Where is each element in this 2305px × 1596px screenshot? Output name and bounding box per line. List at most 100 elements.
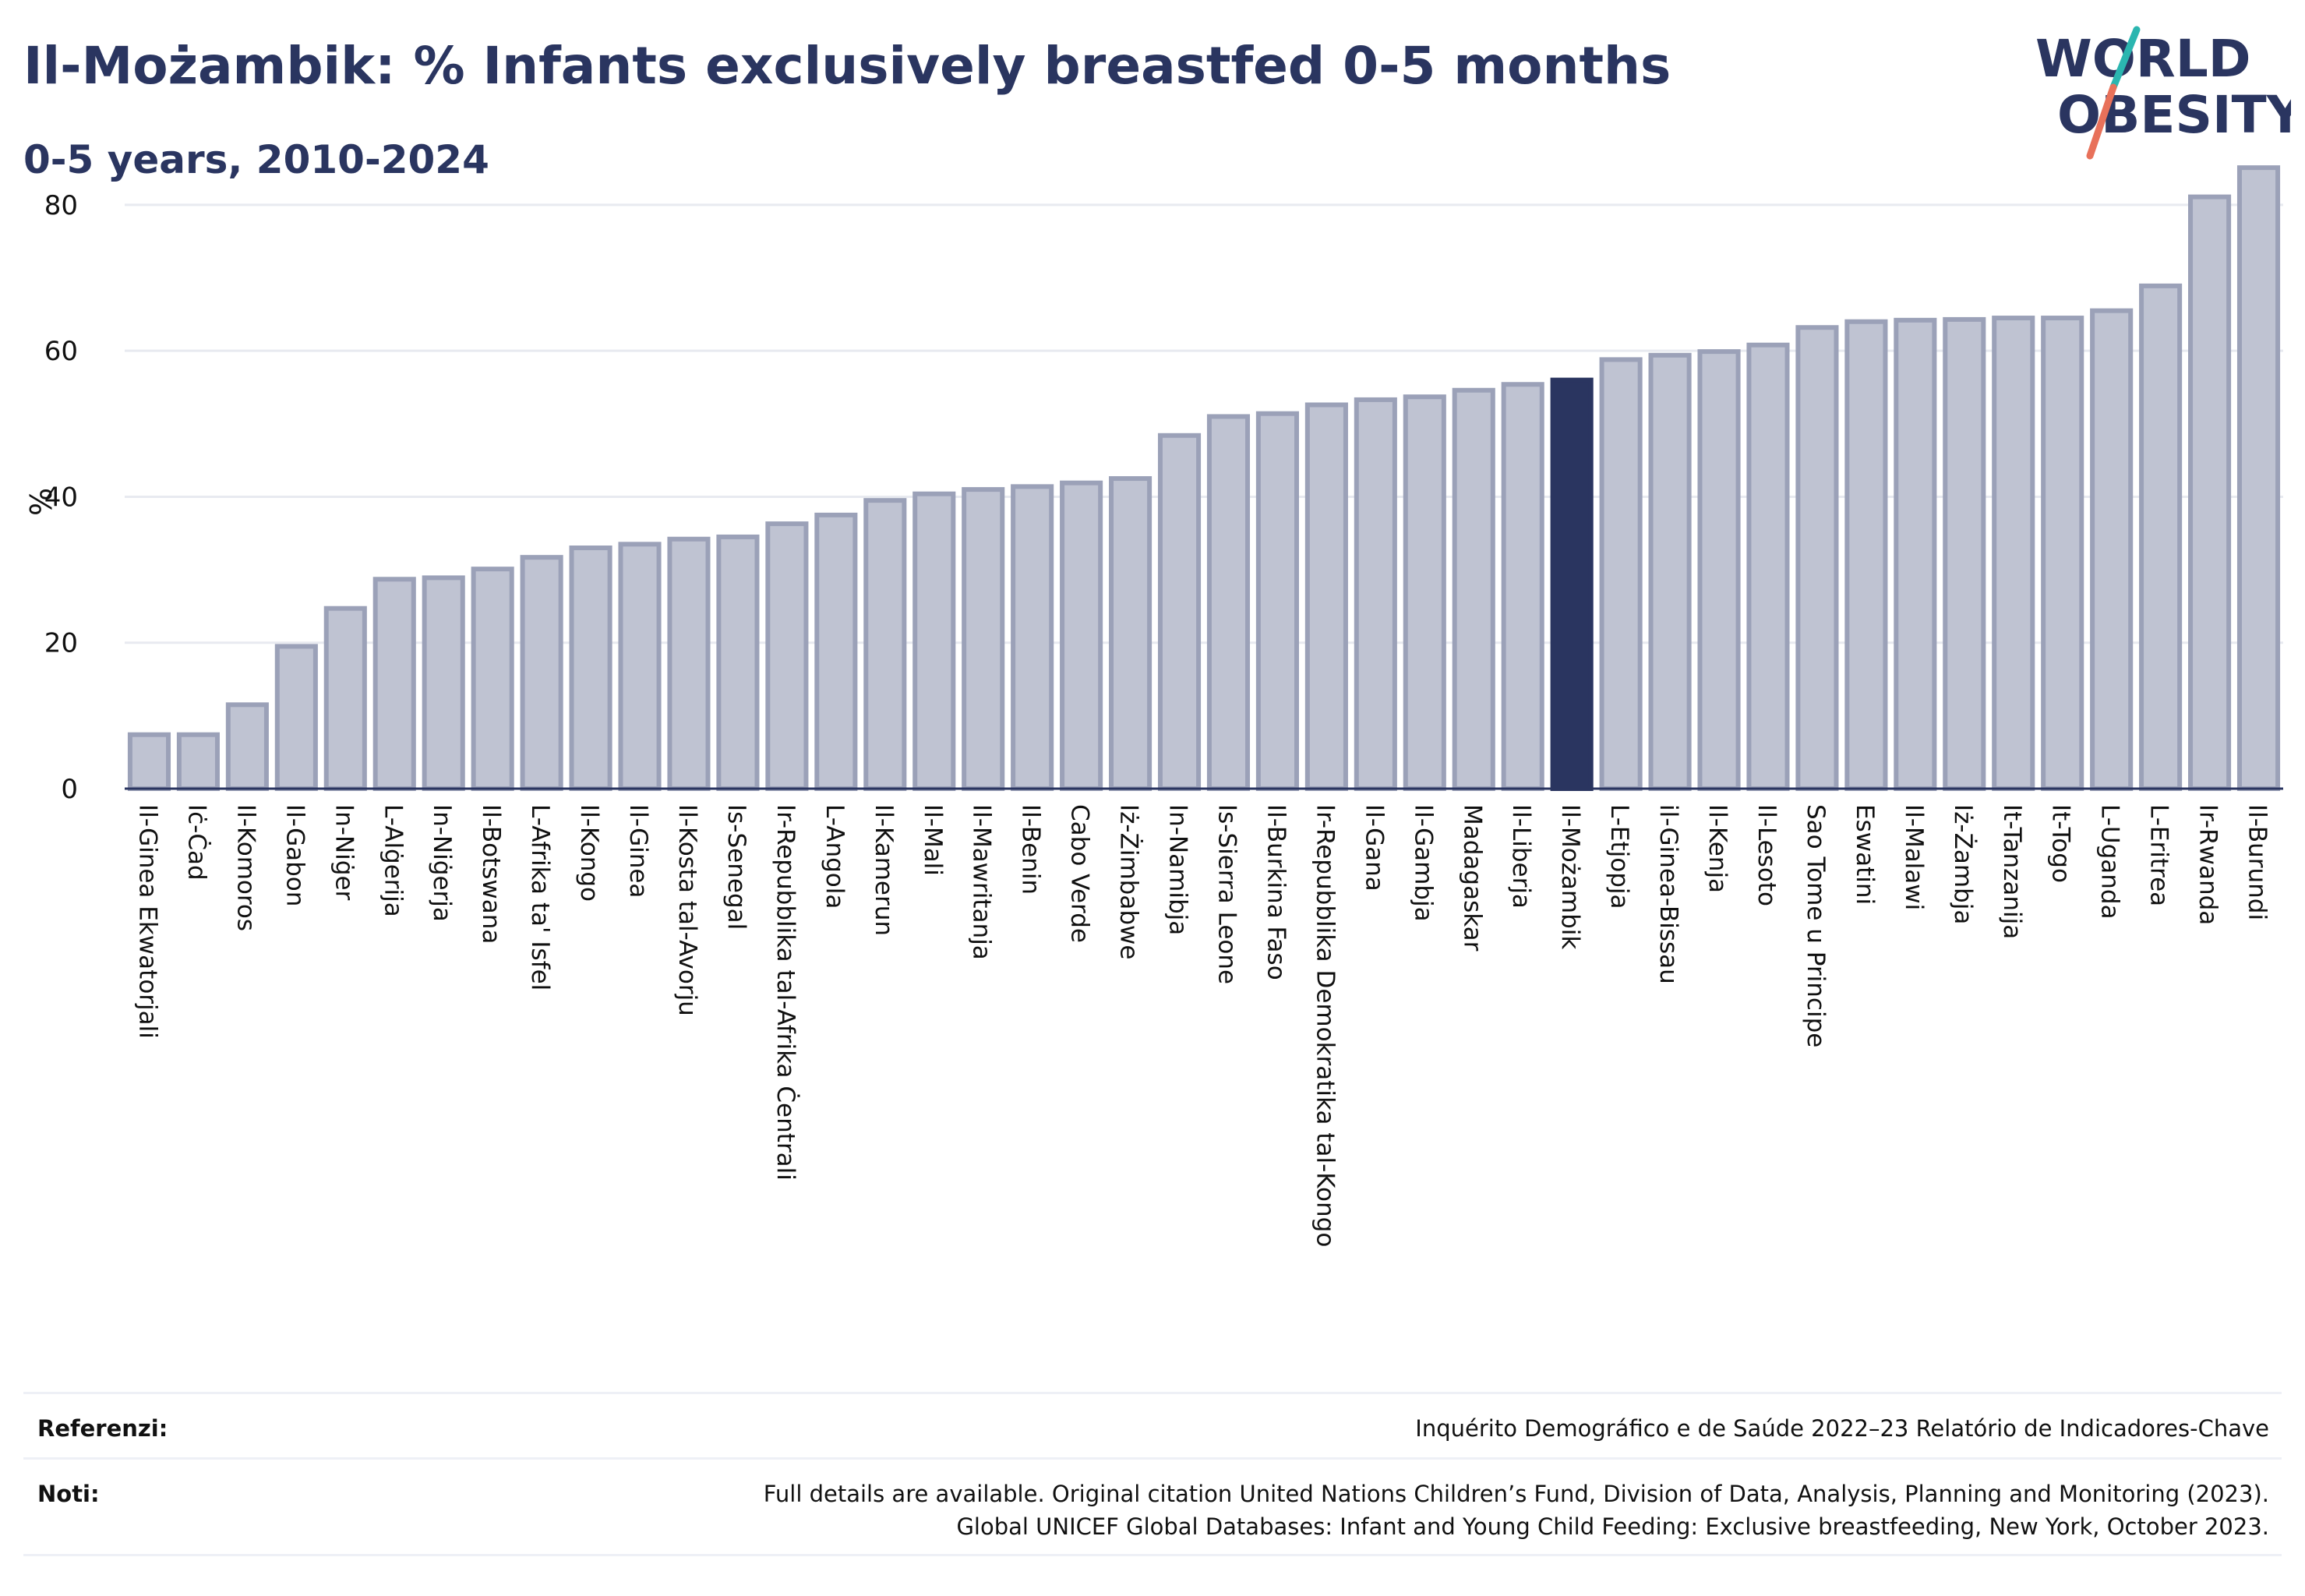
bar <box>569 546 612 791</box>
footer-divider-bottom <box>23 1554 2282 1556</box>
bar <box>618 542 662 791</box>
logo-slash-teal <box>2109 26 2141 91</box>
x-tick-label: Is-Sierra Leone <box>1213 804 1241 984</box>
y-tick-label: 20 <box>44 628 78 659</box>
x-tick-label: Il-Kosta tal-Avorju <box>673 804 701 1016</box>
bar <box>716 534 760 791</box>
y-tick-label: 40 <box>44 482 78 513</box>
bar <box>1109 476 1152 792</box>
bar <box>225 702 269 791</box>
x-tick-label: Il-Gana <box>1360 804 1388 892</box>
x-tick-label: Iż-Żambja <box>1949 804 1977 924</box>
chart-subtitle: 0-5 years, 2010-2024 <box>23 137 489 182</box>
bar <box>1501 382 1544 792</box>
bar <box>667 536 711 791</box>
bar <box>1157 433 1202 791</box>
x-tick-label: In-Niġer <box>330 804 358 901</box>
notes-label: Noti: <box>37 1481 100 1507</box>
bar <box>1992 316 2035 791</box>
notes-text-line1: Full details are available. Original cit… <box>763 1481 2269 1507</box>
y-axis-label: % <box>24 488 58 516</box>
bar <box>1894 317 1937 791</box>
bar <box>1943 316 1986 792</box>
bar-chart: 0 20 40 60 80% Il-Ginea Ekwatorjali Iċ-Ċad Il-K… <box>24 165 2283 1247</box>
bar <box>2041 316 2084 791</box>
bar <box>520 555 563 791</box>
chart-title: Il-Możambik: % Infants exclusively breas… <box>23 36 1671 96</box>
bar <box>1844 319 1888 791</box>
x-tick-label: Cabo Verde <box>1066 804 1094 943</box>
x-tick-label: It-Tanzanija <box>1998 804 2026 939</box>
x-tick-label: L-Etjopja <box>1605 804 1633 909</box>
x-tick-label: Il-Botswana <box>477 804 505 944</box>
y-tick-label: 60 <box>44 336 78 367</box>
x-tick-label: Il-Mali <box>919 804 947 876</box>
world-obesity-logo: WORLD OBESITY <box>2035 26 2291 160</box>
bar <box>1795 325 1839 791</box>
x-tick-label: Il-Gambja <box>1409 804 1437 922</box>
x-tick-label: il-Ginea-Bissau <box>1654 804 1682 984</box>
bar <box>1255 411 1299 792</box>
bar <box>1648 352 1692 791</box>
bar <box>1011 484 1054 791</box>
x-tick-label: Il-Kamerun <box>870 804 898 936</box>
x-tick-label: L-Angola <box>821 804 849 909</box>
bar <box>372 577 416 791</box>
bar <box>422 575 465 792</box>
references-label: Referenzi: <box>37 1415 168 1442</box>
bar <box>471 567 514 791</box>
x-tick-label: Il-Malawi <box>1900 804 1928 910</box>
footer-divider-middle <box>23 1457 2282 1460</box>
x-tick-label: Il-Benin <box>1017 804 1045 895</box>
bar <box>1452 387 1495 791</box>
y-tick-label: 0 <box>61 774 78 805</box>
bar <box>765 521 809 791</box>
x-tick-label: Iż-Żimbabwe <box>1115 804 1143 959</box>
bar <box>1550 377 1594 791</box>
x-tick-label: In-Niġerja <box>428 804 456 922</box>
bar <box>1403 394 1446 791</box>
x-tick-label: Ir-Repubblika Demokratika tal-Kongo <box>1311 804 1339 1247</box>
x-tick-label: It-Togo <box>2047 804 2075 883</box>
x-tick-label: Ir-Repubblika tal-Afrika Ċentrali <box>771 804 800 1181</box>
x-tick-label: Il-Burkina Faso <box>1262 804 1290 980</box>
x-tick-label: Il-Ginea Ekwatorjali <box>133 804 161 1039</box>
x-tick-label: Il-Liberja <box>1507 804 1535 909</box>
bar <box>863 498 907 791</box>
x-tick-label: Il-Burundi <box>2243 804 2271 920</box>
bar <box>127 732 171 792</box>
x-tick-label: Il-Lesoto <box>1753 804 1781 906</box>
x-tick-label: Il-Gabon <box>281 804 309 906</box>
references-text: Inquérito Demográfico e de Saúde 2022–23… <box>1415 1415 2269 1442</box>
x-tick-label: L-Afrika ta' Isfel <box>526 804 554 990</box>
y-tick-label: 80 <box>44 190 78 221</box>
footer-divider-top <box>23 1392 2282 1394</box>
x-tick-label: Il-Kongo <box>575 804 603 902</box>
x-tick-label: Eswatini <box>1851 804 1879 905</box>
x-tick-label: Il-Kenja <box>1703 804 1731 893</box>
x-tick-label: Ir-Rwanda <box>2194 804 2222 925</box>
bar <box>814 512 858 791</box>
bar <box>962 487 1005 791</box>
x-tick-label: Il-Ginea <box>624 804 652 898</box>
bar <box>1599 357 1643 792</box>
x-tick-label: L-Eritrea <box>2145 804 2173 906</box>
bar <box>274 644 318 792</box>
x-tick-label: Madagaskar <box>1458 804 1486 952</box>
logo-line1: WORLD <box>2035 29 2251 89</box>
logo-slash-coral <box>2086 83 2117 160</box>
bar <box>2139 283 2183 791</box>
x-tick-label: Il-Komoros <box>231 804 259 931</box>
bar <box>323 606 367 792</box>
x-tick-label: Il-Mawritanja <box>968 804 996 960</box>
bar <box>2188 194 2232 792</box>
bar <box>2236 165 2281 791</box>
bar <box>176 732 220 792</box>
bar <box>1304 402 1348 791</box>
bar <box>1060 480 1103 791</box>
x-tick-label: L-Alġerija <box>379 804 407 917</box>
bar <box>1697 349 1741 792</box>
bar <box>1746 342 1790 791</box>
x-tick-label: L-Uganda <box>2096 804 2124 920</box>
x-tick-label: Is-Senegal <box>722 804 750 930</box>
